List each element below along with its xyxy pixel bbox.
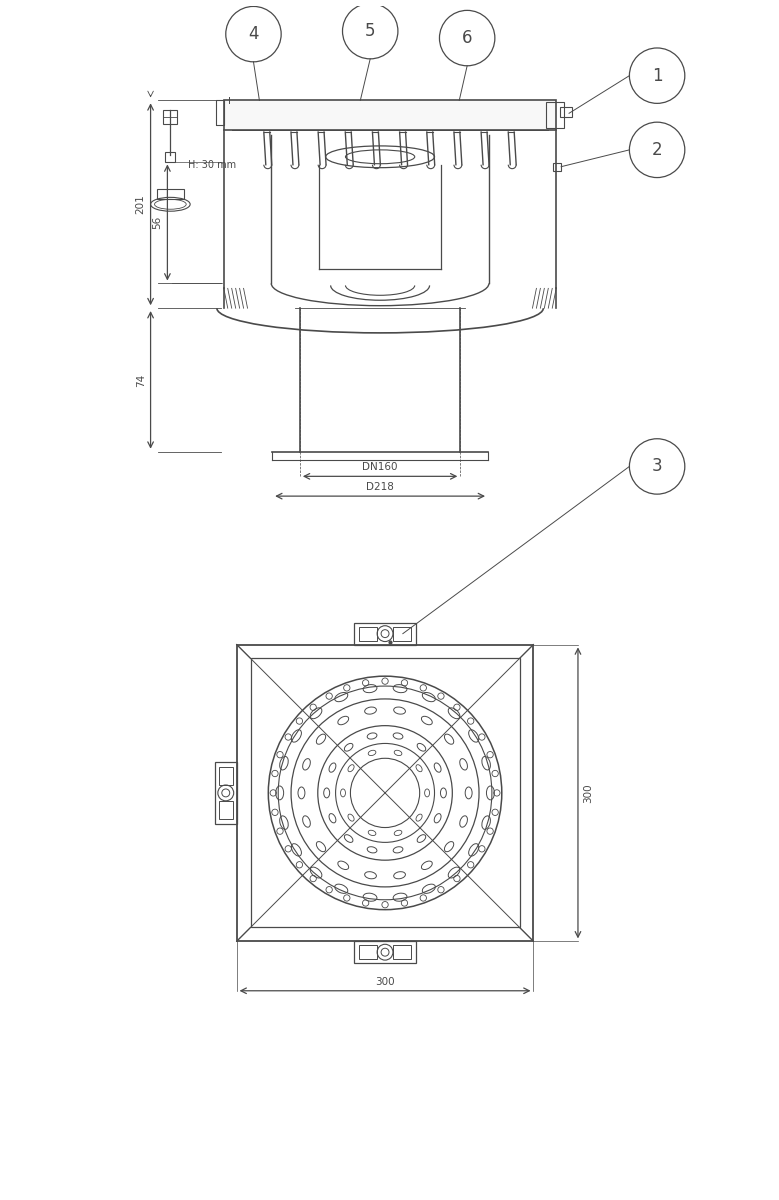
Text: H: 30 mm: H: 30 mm: [189, 160, 236, 169]
Bar: [393, 626, 411, 641]
Text: 201: 201: [136, 194, 146, 214]
Text: 4: 4: [249, 25, 259, 43]
Text: 2: 2: [652, 140, 662, 158]
Bar: [224, 101, 556, 130]
Text: 6: 6: [462, 29, 472, 47]
Bar: [219, 767, 233, 785]
Bar: [553, 163, 561, 170]
Text: 74: 74: [136, 373, 146, 386]
Bar: [219, 800, 233, 818]
Bar: [393, 946, 411, 959]
Text: DN160: DN160: [362, 462, 398, 473]
Bar: [164, 110, 178, 124]
Text: 3: 3: [652, 457, 662, 475]
Bar: [546, 102, 564, 128]
Text: D218: D218: [366, 482, 394, 492]
Text: 56: 56: [153, 216, 163, 229]
Text: 300: 300: [583, 784, 593, 803]
Bar: [251, 659, 520, 928]
Bar: [560, 107, 572, 118]
Bar: [359, 946, 377, 959]
Bar: [354, 941, 416, 964]
Bar: [157, 190, 184, 199]
Bar: [216, 101, 224, 125]
Bar: [354, 623, 416, 644]
Text: 300: 300: [375, 977, 395, 986]
Bar: [237, 644, 534, 941]
Bar: [215, 762, 237, 823]
Text: 5: 5: [365, 22, 375, 40]
Text: 1: 1: [652, 67, 662, 85]
Bar: [359, 626, 377, 641]
Bar: [165, 152, 175, 162]
